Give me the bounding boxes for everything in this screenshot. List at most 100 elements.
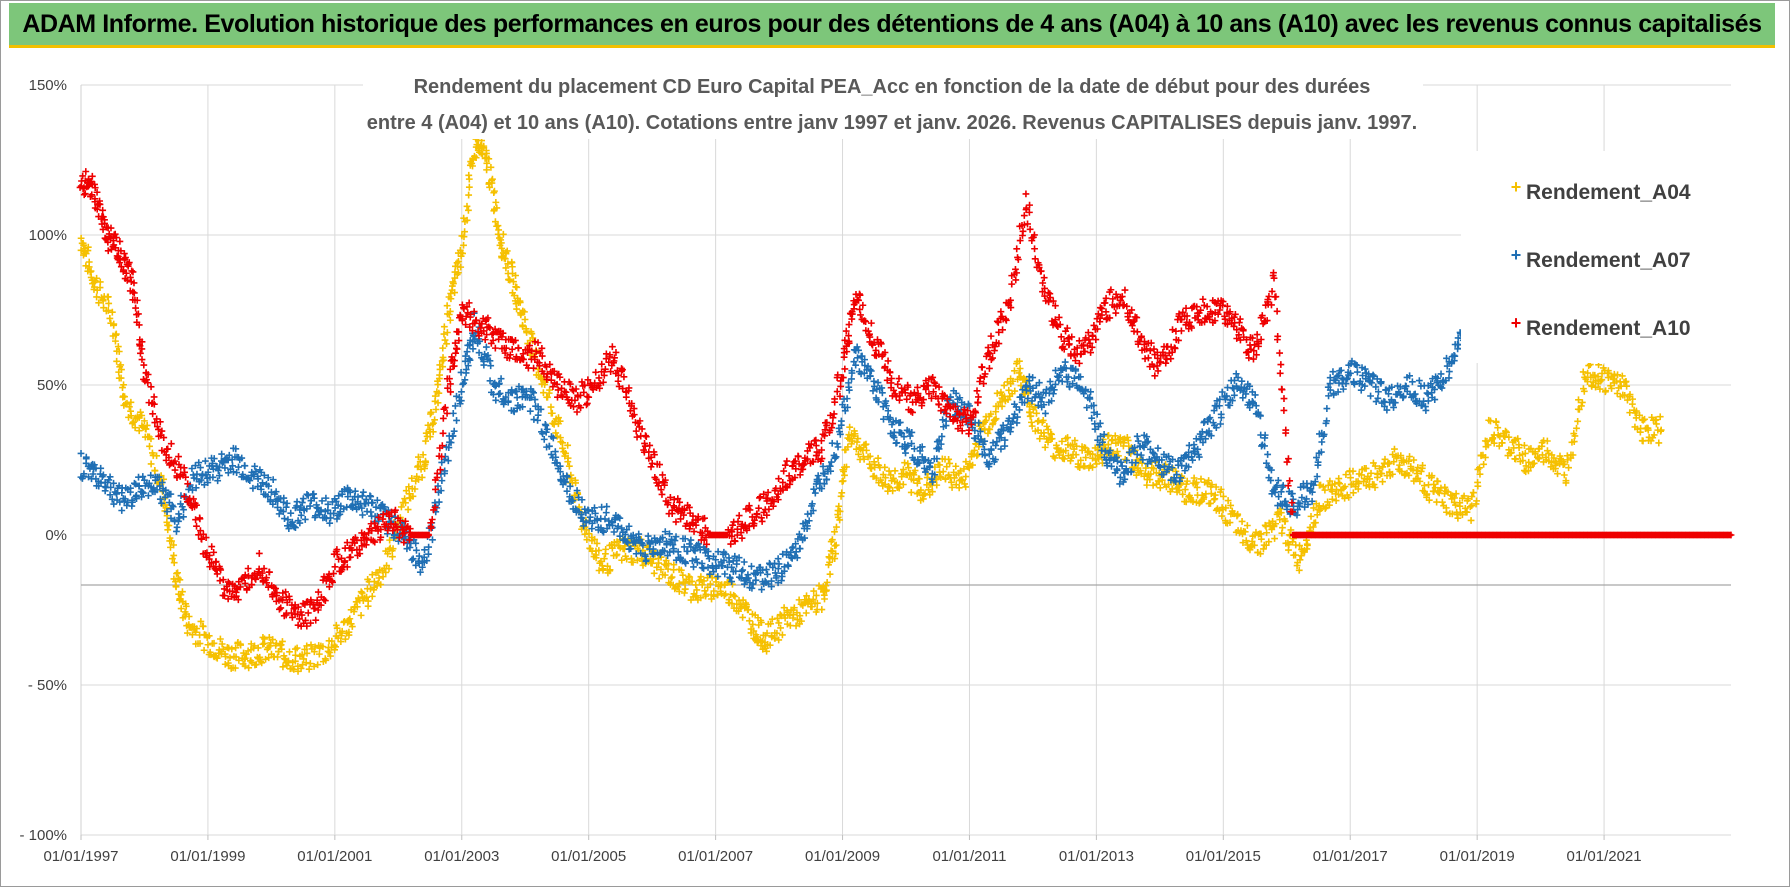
data-point (137, 350, 144, 357)
data-point (739, 567, 746, 574)
data-point (840, 478, 847, 485)
data-point (1031, 245, 1038, 252)
data-point (1013, 245, 1020, 252)
data-point (1574, 418, 1581, 425)
data-point (245, 565, 252, 572)
x-tick-label: 01/01/2021 (1567, 848, 1642, 865)
data-point (436, 499, 443, 506)
data-point (1323, 405, 1330, 412)
data-point (1335, 475, 1342, 482)
data-point (821, 596, 828, 603)
data-point (687, 537, 694, 544)
data-point (602, 546, 609, 553)
data-point (975, 399, 982, 406)
data-point (97, 465, 104, 472)
data-point (1234, 511, 1241, 518)
data-point (936, 401, 943, 408)
data-point (1151, 372, 1158, 379)
data-point (205, 641, 212, 648)
data-point (1416, 377, 1423, 384)
data-point (251, 463, 258, 470)
data-point (256, 550, 263, 557)
data-point (305, 610, 312, 617)
y-tick-label: - 50% (28, 677, 67, 694)
data-point (218, 451, 225, 458)
data-point (1422, 407, 1429, 414)
data-point (450, 433, 457, 440)
data-point (721, 571, 728, 578)
data-point (450, 410, 457, 417)
data-point (1055, 377, 1062, 384)
data-point (1062, 359, 1069, 366)
data-point (515, 345, 522, 352)
data-point (1467, 503, 1474, 510)
data-point (358, 612, 365, 619)
data-point (1150, 482, 1157, 489)
y-tick-label: 50% (37, 377, 67, 394)
data-point (939, 416, 946, 423)
data-point (1198, 476, 1205, 483)
data-point (651, 570, 658, 577)
data-point (540, 389, 547, 396)
data-point (1008, 281, 1015, 288)
x-tick-label: 01/01/2015 (1186, 848, 1261, 865)
data-point (447, 317, 454, 324)
data-point (783, 458, 790, 465)
data-point (460, 242, 467, 249)
data-point (659, 491, 666, 498)
data-point (1480, 461, 1487, 468)
data-point (1043, 423, 1050, 430)
data-point (443, 340, 450, 347)
data-point (409, 556, 416, 563)
data-point (881, 464, 888, 471)
data-point (1271, 535, 1278, 542)
data-point (693, 556, 700, 563)
data-point (892, 467, 899, 474)
data-point (168, 440, 175, 447)
data-point (106, 315, 113, 322)
data-point (1318, 439, 1325, 446)
data-point (497, 390, 504, 397)
data-point (1109, 295, 1116, 302)
data-point (453, 417, 460, 424)
data-point (284, 500, 291, 507)
data-point (347, 554, 354, 561)
data-point (831, 411, 838, 418)
data-point (304, 491, 311, 498)
data-point (609, 343, 616, 350)
data-point (611, 529, 618, 536)
data-point (585, 394, 592, 401)
data-point (1494, 424, 1501, 431)
data-point (506, 277, 513, 284)
data-point (871, 378, 878, 385)
data-point (1468, 517, 1475, 524)
data-point (1354, 369, 1361, 376)
data-point (523, 329, 530, 336)
data-point (170, 552, 177, 559)
x-tick-label: 01/01/2017 (1313, 848, 1388, 865)
data-point (729, 522, 736, 529)
data-point (1285, 547, 1292, 554)
data-point (491, 188, 498, 195)
data-point (763, 566, 770, 573)
data-point (1162, 360, 1169, 367)
data-point (1103, 308, 1110, 315)
data-point (615, 378, 622, 385)
data-point (988, 333, 995, 340)
data-point (1531, 460, 1538, 467)
data-point (465, 207, 472, 214)
data-point (978, 364, 985, 371)
data-point (1157, 484, 1164, 491)
data-point (531, 416, 538, 423)
data-point (634, 434, 641, 441)
data-point (292, 652, 299, 659)
data-point (875, 455, 882, 462)
data-point (1238, 378, 1245, 385)
data-point (193, 523, 200, 530)
data-point (835, 503, 842, 510)
data-point (1001, 382, 1008, 389)
data-point (429, 516, 436, 523)
data-point (656, 575, 663, 582)
data-point (692, 582, 699, 589)
